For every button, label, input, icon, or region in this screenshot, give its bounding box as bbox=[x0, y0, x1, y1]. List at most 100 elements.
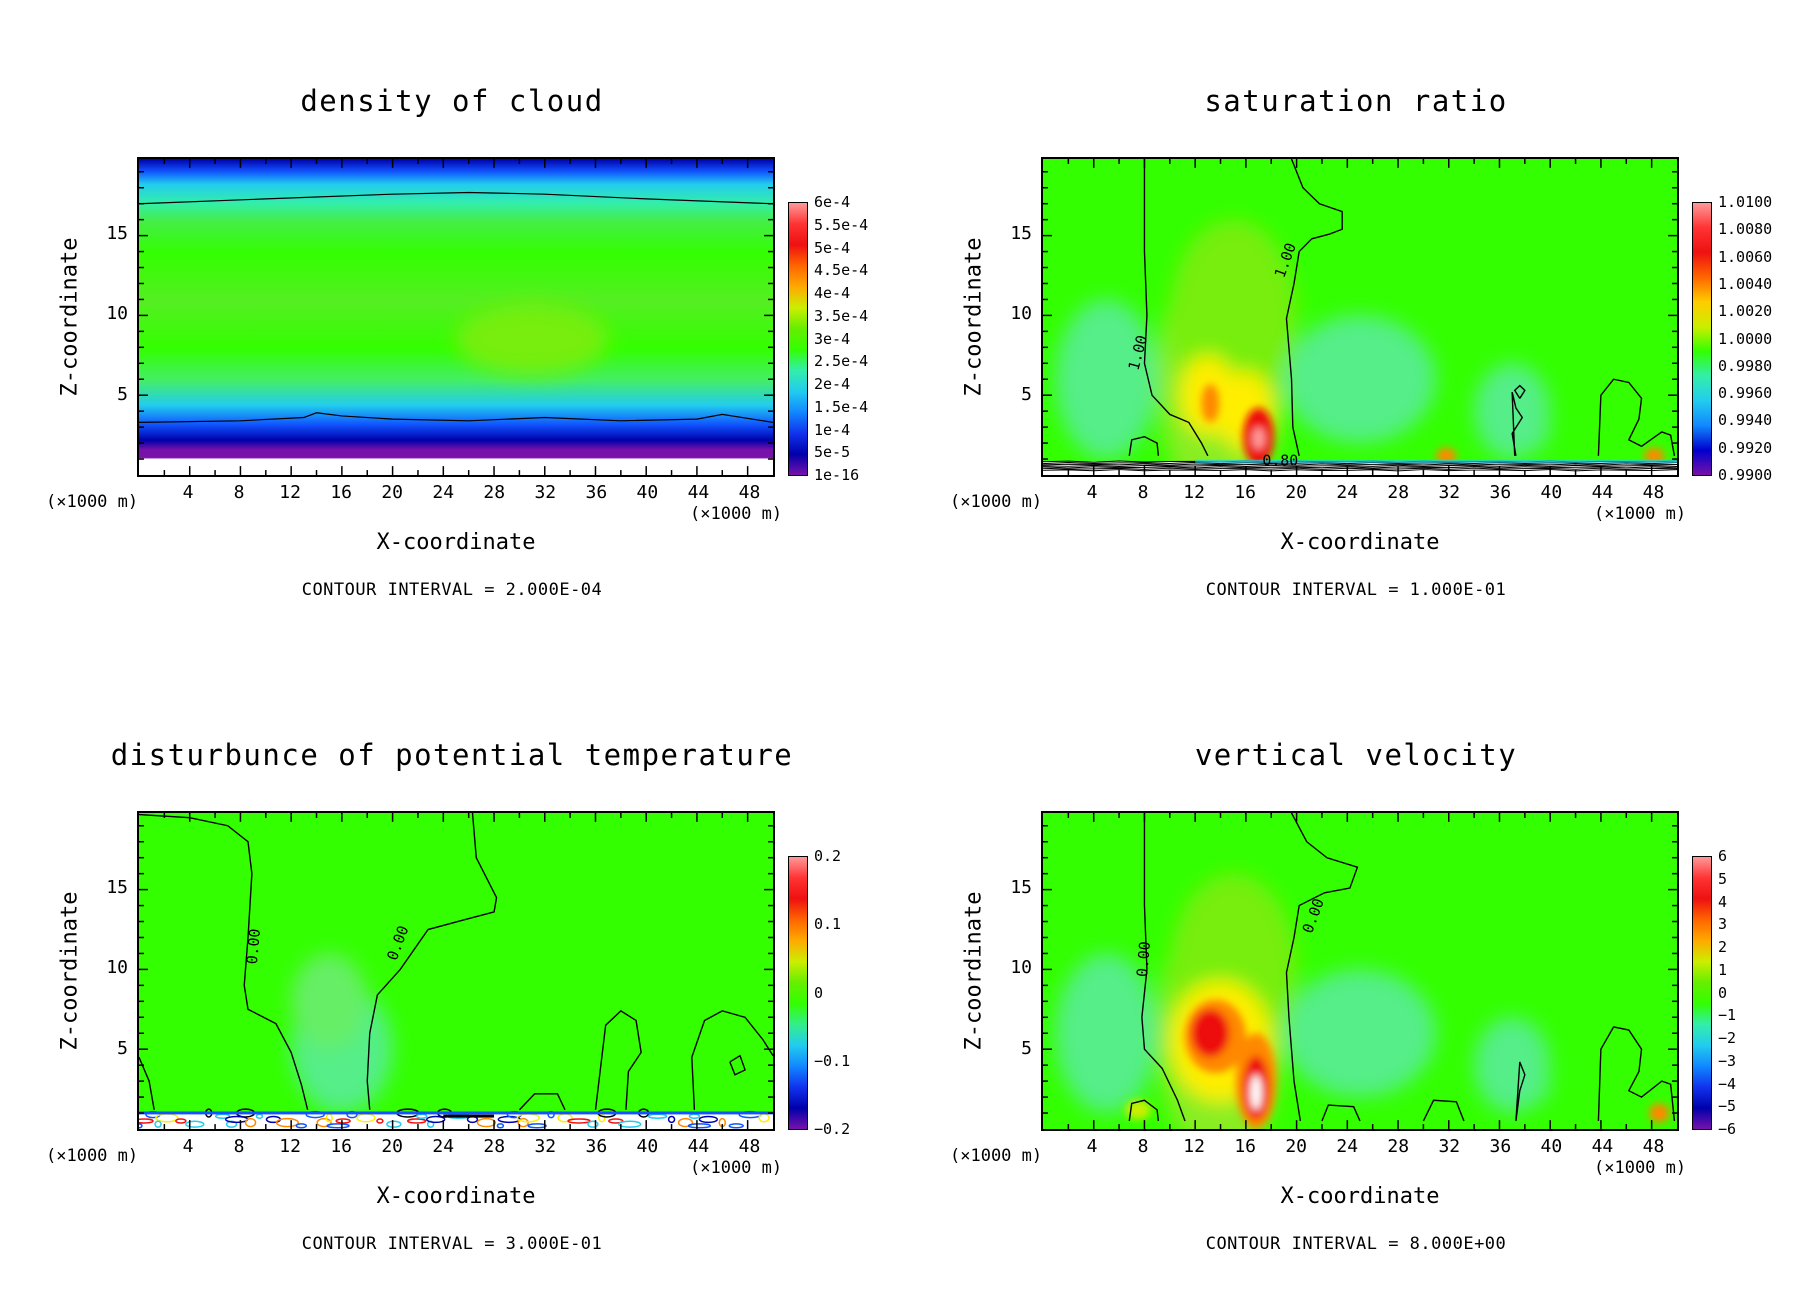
colorbar-label: 5.5e-4 bbox=[814, 215, 869, 234]
x-tick-label: 24 bbox=[1336, 1136, 1359, 1157]
field-peak bbox=[1252, 427, 1265, 450]
x-tick-label: 12 bbox=[279, 1136, 301, 1157]
colorbar bbox=[1692, 202, 1712, 476]
contour-field bbox=[139, 159, 773, 475]
x-tick-label: 32 bbox=[1438, 1136, 1461, 1157]
x-tick-label: 36 bbox=[1489, 482, 1512, 503]
contour-interval: CONTOUR INTERVAL = 8.000E+00 bbox=[1205, 1234, 1507, 1254]
x-tick-label: 16 bbox=[1234, 482, 1256, 503]
colorbar-label: 5e-5 bbox=[814, 443, 851, 462]
colorbar-label: 4 bbox=[1718, 892, 1728, 911]
plot-area: 0.00 0.00 bbox=[1041, 811, 1679, 1131]
x-tick-label: 24 bbox=[432, 482, 455, 503]
colorbar-label: −3 bbox=[1718, 1051, 1737, 1070]
x-tick-label: 32 bbox=[1438, 482, 1461, 503]
field-blob bbox=[1512, 403, 1551, 452]
contour-line bbox=[1515, 1061, 1526, 1122]
colorbar-label: −0.1 bbox=[814, 1051, 851, 1070]
colorbar-label: 1.0000 bbox=[1718, 329, 1773, 348]
field-gradient bbox=[139, 159, 773, 475]
contour-line bbox=[1141, 813, 1186, 1122]
y-axis-label: Z-coordinate bbox=[961, 891, 987, 1051]
x-tick-label: 4 bbox=[1086, 1136, 1098, 1157]
contour-line bbox=[1043, 463, 1677, 466]
colorbar-label: 0.9900 bbox=[1718, 466, 1773, 484]
field-peak bbox=[1250, 1074, 1262, 1110]
y-tick-label: 15 bbox=[106, 222, 128, 244]
field-peak bbox=[1191, 1009, 1230, 1058]
x-tick-label: 24 bbox=[1336, 482, 1359, 503]
x-tick-label: 48 bbox=[1642, 482, 1665, 503]
contour-line bbox=[1128, 1099, 1160, 1122]
x-tick-label: 48 bbox=[738, 482, 761, 503]
colorbar-label: 2e-4 bbox=[814, 375, 851, 393]
contour-line bbox=[139, 412, 773, 423]
x-axis-label: X-coordinate bbox=[1280, 1184, 1440, 1209]
y-tick-label: 15 bbox=[1010, 222, 1032, 244]
colorbar-label: 2 bbox=[1718, 938, 1728, 956]
x-tick-label: 48 bbox=[1642, 1136, 1665, 1157]
x-tick-label: 8 bbox=[1137, 482, 1149, 503]
field-background bbox=[139, 813, 773, 1129]
x-tick-label: 12 bbox=[279, 482, 301, 503]
x-axis-unit: (×1000 m) bbox=[950, 1146, 1043, 1166]
chart-panel: density of cloud 4 8 12 16 20 24 28 32 36 40 44 48 5 1… bbox=[0, 0, 904, 654]
x-tick-label: 40 bbox=[1540, 1136, 1563, 1157]
colorbar-label: 4e-4 bbox=[814, 284, 851, 302]
y-axis-label: Z-coordinate bbox=[57, 891, 83, 1051]
chart-title: vertical velocity bbox=[1194, 738, 1518, 772]
x-tick-label: 36 bbox=[585, 1136, 608, 1157]
colorbar-label: 1.5e-4 bbox=[814, 397, 869, 416]
x-tick-label: 16 bbox=[330, 482, 352, 503]
axis-ticks bbox=[1043, 159, 1677, 475]
contour-line bbox=[1043, 464, 1677, 468]
x-tick-label: 28 bbox=[1387, 482, 1410, 503]
contour-field: 0.000.00 bbox=[1043, 813, 1677, 1129]
colorbar-label: 3e-4 bbox=[814, 329, 851, 348]
x-tick-label: 24 bbox=[432, 1136, 455, 1157]
x-tick-label: 28 bbox=[483, 1136, 506, 1157]
x-tick-label: 4 bbox=[182, 482, 194, 503]
contour-line bbox=[1513, 384, 1526, 399]
field-blob bbox=[1512, 1057, 1551, 1106]
colorbar-label: 1e-16 bbox=[814, 466, 860, 484]
field-core bbox=[456, 304, 609, 375]
contour-line bbox=[1043, 469, 1677, 472]
contour-line bbox=[139, 191, 773, 205]
colorbar-label: 5e-4 bbox=[814, 238, 851, 257]
x-tick-label: 20 bbox=[1285, 1136, 1308, 1157]
contour-label: 0.00 bbox=[1133, 941, 1154, 978]
contour-line bbox=[1043, 467, 1677, 470]
surface-layer bbox=[1043, 459, 1677, 475]
colorbar-label: 0.9940 bbox=[1718, 411, 1773, 430]
colorbar-label: 2.5e-4 bbox=[814, 352, 869, 371]
y-tick-label: 5 bbox=[1021, 1038, 1032, 1060]
x-tick-label: 40 bbox=[1540, 482, 1563, 503]
contour-line bbox=[1597, 378, 1676, 456]
colorbar-label: 5 bbox=[1718, 869, 1728, 888]
x-tick-label: 8 bbox=[233, 1136, 245, 1157]
colorbar-label: 3 bbox=[1718, 915, 1728, 934]
colorbar-label: −6 bbox=[1718, 1120, 1737, 1138]
y-axis-label: Z-coordinate bbox=[57, 237, 83, 397]
contour-interval: CONTOUR INTERVAL = 1.000E-01 bbox=[1205, 580, 1507, 600]
x-tick-label: 12 bbox=[1183, 482, 1205, 503]
x-tick-label: 32 bbox=[534, 482, 557, 503]
x-tick-label: 4 bbox=[182, 1136, 194, 1157]
x-tick-label: 44 bbox=[687, 1136, 710, 1157]
y-tick-label: 15 bbox=[106, 876, 128, 898]
x-tick-label: 36 bbox=[585, 482, 608, 503]
x-tick-label: 20 bbox=[381, 1136, 404, 1157]
colorbar-label: −4 bbox=[1718, 1074, 1737, 1093]
x-axis-unit: (×1000 m) bbox=[690, 1158, 783, 1178]
colorbar bbox=[788, 856, 808, 1130]
field-blob bbox=[1283, 969, 1437, 1098]
y-tick-label: 10 bbox=[106, 303, 128, 325]
colorbar-label: −0.2 bbox=[814, 1120, 851, 1138]
colorbar-label: 4.5e-4 bbox=[814, 261, 869, 280]
x-tick-label: 12 bbox=[1183, 1136, 1205, 1157]
contour-line bbox=[518, 1093, 566, 1111]
contour-line bbox=[594, 1010, 642, 1110]
y-tick-label: 5 bbox=[1021, 384, 1032, 406]
contour-label: 0.00 bbox=[243, 928, 264, 965]
